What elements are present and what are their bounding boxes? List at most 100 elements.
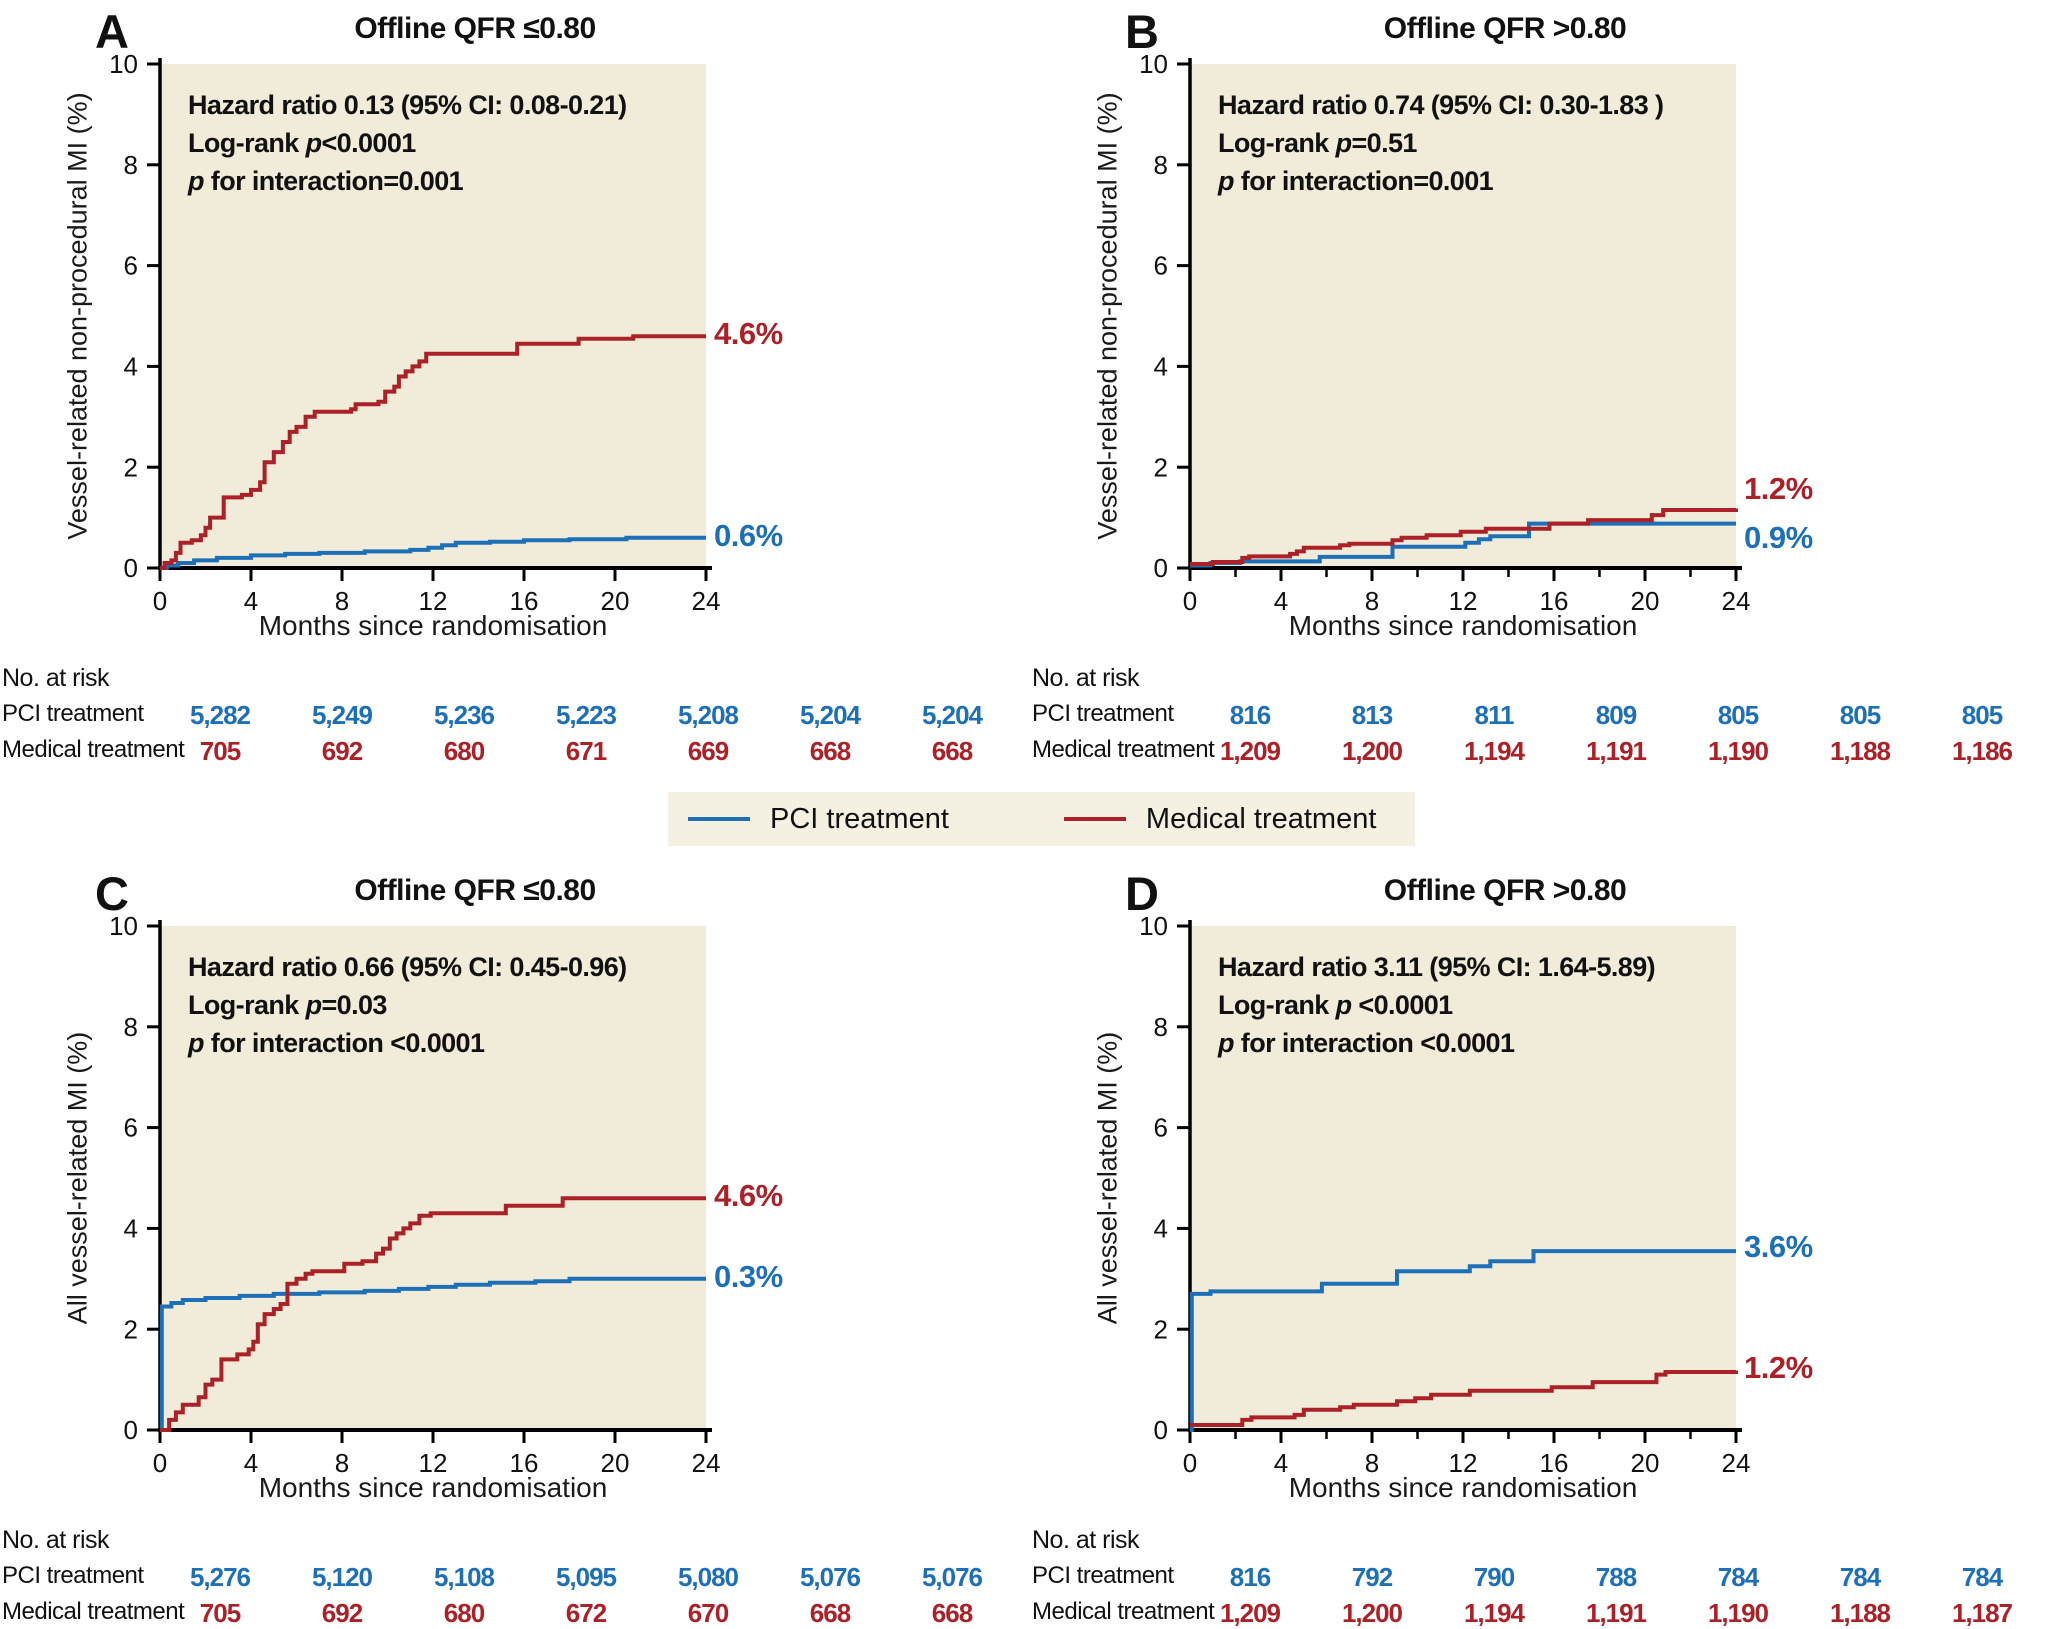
risk-value: 672 (565, 1598, 607, 1628)
pci-curve (1189, 1249, 1736, 1432)
medical-line-sample-icon (1063, 817, 1126, 821)
risk-value: 1,188 (1829, 1598, 1891, 1628)
panel-a: A Offline QFR ≤0.80 0 2 4 6 8 10 0 4 8 12 16 20 24 V… (0, 0, 1025, 792)
x-tick-label: 4 (1274, 586, 1288, 616)
risk-row-label-pci: PCI treatment (1032, 700, 1174, 727)
risk-value: 792 (1351, 1562, 1393, 1592)
risk-value: 5,204 (799, 700, 861, 730)
risk-value: 805 (1717, 700, 1759, 730)
x-tick-label: 8 (1365, 586, 1379, 616)
panel-title: Offline QFR >0.80 (1383, 12, 1627, 45)
risk-value: 5,236 (433, 700, 495, 730)
risk-value: 1,200 (1341, 736, 1403, 766)
plot-background (1190, 64, 1736, 568)
risk-value: 5,249 (311, 700, 373, 730)
medical-curve (1190, 508, 1738, 566)
panel-b: B Offline QFR >0.80 0 2 4 6 8 10 0 4 8 12 16 20 24 V… (1030, 0, 2050, 792)
pci-line-sample-icon (688, 817, 750, 821)
risk-value: 5,223 (555, 700, 617, 730)
risk-table-header: No. at risk (1032, 1526, 1140, 1554)
risk-value: 5,208 (677, 700, 739, 730)
risk-value: 1,194 (1463, 736, 1525, 766)
panel-letter: A (95, 5, 129, 58)
panel-letter: C (95, 867, 129, 920)
end-label-medical: 1.2% (1744, 1349, 1813, 1385)
hazard-ratio-text: Hazard ratio 0.74 (95% CI: 0.30-1.83 ) (1218, 90, 1664, 120)
x-tick-label: 16 (510, 586, 539, 616)
risk-row-label-medical: Medical treatment (2, 736, 185, 763)
risk-value: 1,200 (1341, 1598, 1403, 1628)
end-label-pci: 0.9% (1744, 520, 1813, 556)
hazard-ratio-text: Hazard ratio 0.66 (95% CI: 0.45-0.96) (188, 952, 627, 982)
risk-value: 668 (931, 1598, 973, 1628)
panel-d: D Offline QFR >0.80 0 2 4 6 8 10 0 4 8 12 16 20 24 A… (1030, 862, 2050, 1628)
interaction-text: p for interaction <0.0001 (1218, 1028, 1515, 1058)
risk-row-label-pci: PCI treatment (1032, 1562, 1174, 1589)
end-label-pci: 0.6% (714, 517, 783, 553)
risk-value: 669 (687, 736, 729, 766)
y-tick-label: 0 (124, 1415, 138, 1445)
y-tick-label: 10 (1139, 49, 1168, 79)
y-tick-label: 0 (1154, 1415, 1168, 1445)
x-tick-label: 20 (1631, 586, 1660, 616)
y-tick-label: 10 (1139, 911, 1168, 941)
x-tick-label: 0 (153, 586, 167, 616)
stats-annotation: Hazard ratio 0.74 (95% CI: 0.30-1.83 ) L… (1218, 86, 1664, 200)
x-tick-label: 0 (1183, 586, 1197, 616)
risk-value: 816 (1229, 700, 1271, 730)
risk-value: 692 (321, 1598, 363, 1628)
interaction-text: p for interaction=0.001 (188, 166, 464, 196)
risk-value: 788 (1595, 1562, 1637, 1592)
risk-value: 1,187 (1951, 1598, 2013, 1628)
stats-annotation: Hazard ratio 0.13 (95% CI: 0.08-0.21) Lo… (188, 86, 627, 200)
risk-value: 1,191 (1585, 1598, 1647, 1628)
risk-value: 5,076 (799, 1562, 861, 1592)
y-tick-label: 2 (1154, 1314, 1168, 1344)
risk-value: 680 (443, 1598, 485, 1628)
risk-value: 790 (1473, 1562, 1515, 1592)
x-tick-label: 20 (1631, 1448, 1660, 1478)
x-tick-label: 8 (335, 1448, 349, 1478)
x-axis-label: Months since randomisation (258, 610, 608, 641)
x-tick-label: 16 (1540, 1448, 1569, 1478)
legend-item-pci: PCI treatment (688, 803, 949, 836)
end-label-pci: 0.3% (714, 1258, 783, 1294)
x-tick-label: 16 (1540, 586, 1569, 616)
x-tick-label: 8 (1365, 1448, 1379, 1478)
y-axis-label: Vessel-related non-procedural MI (%) (1092, 92, 1123, 540)
risk-value: 784 (1839, 1562, 1881, 1592)
stats-annotation: Hazard ratio 0.66 (95% CI: 0.45-0.96) Lo… (188, 948, 627, 1062)
x-tick-label: 4 (244, 586, 258, 616)
y-tick-label: 4 (1154, 352, 1168, 382)
risk-row-label-medical: Medical treatment (1032, 1598, 1215, 1625)
risk-value: 1,194 (1463, 1598, 1525, 1628)
pci-curve (159, 1276, 706, 1432)
x-tick-label: 12 (419, 1448, 448, 1478)
risk-value: 5,204 (921, 700, 983, 730)
risk-value: 1,209 (1219, 1598, 1281, 1628)
y-tick-label: 6 (124, 251, 138, 281)
interaction-text: p for interaction <0.0001 (188, 1028, 485, 1058)
y-tick-label: 8 (124, 150, 138, 180)
risk-value: 1,186 (1951, 736, 2013, 766)
x-tick-label: 24 (1722, 1448, 1751, 1478)
x-tick-label: 16 (510, 1448, 539, 1478)
risk-value: 816 (1229, 1562, 1271, 1592)
risk-table-header: No. at risk (1032, 664, 1140, 692)
risk-row-label-pci: PCI treatment (2, 1562, 144, 1589)
x-tick-label: 24 (692, 586, 721, 616)
y-tick-label: 4 (1154, 1214, 1168, 1244)
risk-value: 1,190 (1707, 736, 1769, 766)
risk-value: 5,120 (311, 1562, 373, 1592)
medical-curve (160, 1196, 706, 1432)
risk-value: 692 (321, 736, 363, 766)
risk-row-label-medical: Medical treatment (1032, 736, 1215, 763)
end-label-medical: 1.2% (1744, 471, 1813, 507)
risk-value: 5,282 (189, 700, 251, 730)
x-tick-label: 4 (244, 1448, 258, 1478)
risk-value: 668 (809, 736, 851, 766)
plot-background (1190, 926, 1736, 1430)
